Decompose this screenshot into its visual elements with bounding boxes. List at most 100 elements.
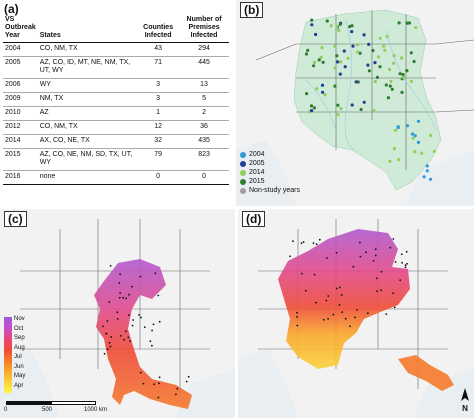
occurrence-point (362, 100, 366, 104)
occurrence-point (106, 320, 109, 322)
cell-year: 2010 (3, 106, 38, 121)
occurrence-point (338, 72, 342, 76)
occurrence-point (396, 125, 400, 130)
legend-label: 2004 (249, 151, 265, 158)
occurrence-point (333, 44, 337, 49)
occurrence-point (339, 60, 343, 64)
map-c-points (102, 265, 190, 399)
occurrence-point (139, 275, 142, 278)
map-b-svg (236, 0, 474, 206)
cell-counties: 3 (137, 78, 180, 93)
occurrence-point (385, 34, 389, 39)
legend-dot-icon (240, 178, 246, 185)
occurrence-point (412, 59, 416, 64)
occurrence-point (348, 25, 352, 29)
occurrence-point (346, 56, 350, 60)
occurrence-point (425, 164, 429, 168)
occurrence-point (356, 43, 360, 47)
header-counties: Counties Infected (137, 16, 180, 43)
occurrence-point (373, 79, 377, 84)
occurrence-point (359, 241, 361, 244)
occurrence-point (125, 330, 127, 333)
occurrence-point (404, 264, 407, 267)
occurrence-point (325, 19, 329, 23)
occurrence-point (110, 336, 113, 338)
legend-label: 2014 (249, 169, 265, 176)
occurrence-point (320, 83, 325, 87)
cell-premises: 2 (179, 106, 229, 121)
occurrence-point (405, 250, 408, 253)
month-label: Oct (14, 325, 24, 332)
map-d-pacific (238, 349, 298, 418)
scale-label-1000: 1000 km (84, 407, 108, 413)
occurrence-point (378, 65, 382, 69)
cell-premises: 5 (179, 92, 229, 107)
occurrence-point (375, 277, 378, 280)
table-row: 2016 none 0 0 (3, 170, 229, 185)
occurrence-point (314, 32, 318, 37)
occurrence-point (329, 24, 333, 28)
table-row: 2012 CO, NM, TX 12 36 (3, 120, 229, 135)
cell-year: 2014 (3, 134, 38, 149)
occurrence-point (356, 309, 358, 311)
occurrence-point (131, 285, 133, 288)
occurrence-point (123, 338, 125, 341)
occurrence-point (380, 270, 383, 273)
occurrence-point (310, 18, 314, 22)
table-row: 2005 AZ, CO, ID, MT, NE, NM, TX, UT, WY 71… (3, 56, 229, 79)
occurrence-point (405, 124, 409, 128)
cell-counties: 79 (137, 148, 180, 171)
scale-label-0: 0 (4, 407, 8, 413)
occurrence-point (323, 93, 327, 97)
table-row: 2006 WY 3 13 (3, 78, 229, 93)
occurrence-point (416, 119, 421, 123)
occurrence-point (152, 323, 155, 326)
occurrence-point (414, 26, 418, 30)
occurrence-point (333, 66, 337, 70)
cell-premises: 445 (179, 56, 229, 79)
panel-c-map: (c) (0, 209, 235, 418)
occurrence-point (390, 87, 394, 91)
cell-states: AZ, CO, ID, MT, NE, NM, TX, UT, WY (37, 56, 138, 79)
occurrence-point (103, 352, 106, 355)
occurrence-point (399, 279, 402, 282)
occurrence-point (405, 69, 409, 73)
occurrence-point (389, 246, 392, 249)
month-label: Jul (14, 354, 22, 360)
scale-segment-1 (6, 401, 51, 405)
occurrence-point (422, 175, 426, 179)
occurrence-point (301, 272, 303, 275)
occurrence-point (118, 296, 121, 299)
cell-counties: 3 (137, 92, 180, 107)
occurrence-point (405, 21, 409, 25)
occurrence-point (342, 49, 346, 53)
occurrence-point (401, 75, 405, 79)
occurrence-point (393, 306, 396, 309)
occurrence-point (116, 311, 119, 314)
occurrence-point (358, 51, 362, 55)
occurrence-point (411, 136, 415, 140)
occurrence-point (312, 60, 317, 64)
cell-year: 2015 (3, 148, 38, 171)
occurrence-point (175, 393, 177, 396)
occurrence-point (315, 301, 317, 304)
occurrence-point (304, 289, 307, 292)
occurrence-point (392, 147, 396, 151)
occurrence-point (306, 48, 310, 53)
map-c-gulf (175, 369, 235, 418)
cell-year: 2016 (3, 170, 38, 185)
occurrence-point (388, 67, 392, 72)
panel-a-table: (a) VS Outbreak Year States Counties Inf… (0, 0, 231, 206)
occurrence-point (339, 107, 343, 111)
occurrence-point (394, 128, 398, 132)
occurrence-point (187, 375, 190, 378)
occurrence-point (392, 61, 396, 65)
north-arrow-icon (461, 388, 469, 401)
occurrence-point (106, 348, 109, 351)
header-year: VS Outbreak Year (3, 16, 38, 43)
occurrence-point (313, 273, 316, 276)
occurrence-point (407, 21, 412, 25)
map-d-gulf (413, 369, 474, 418)
cell-year: 2009 (3, 92, 38, 107)
occurrence-point (108, 301, 111, 303)
